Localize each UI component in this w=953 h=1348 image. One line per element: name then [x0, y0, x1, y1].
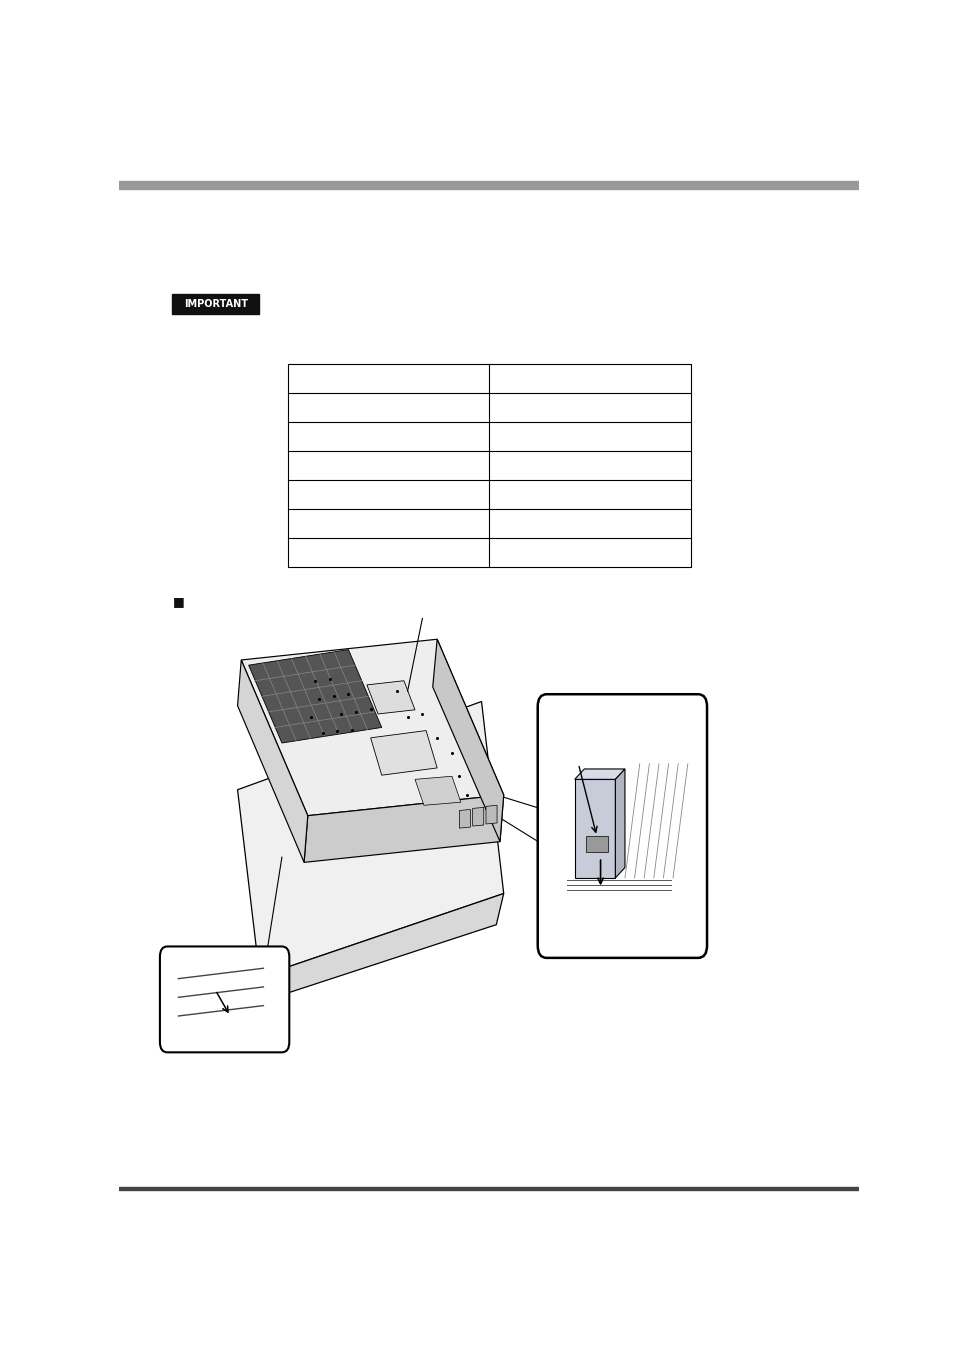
Bar — [119, 181, 858, 189]
Polygon shape — [585, 836, 607, 852]
Bar — [119, 1188, 858, 1190]
Polygon shape — [433, 639, 503, 841]
Polygon shape — [615, 768, 624, 878]
Text: ■: ■ — [172, 596, 184, 608]
Polygon shape — [367, 681, 415, 714]
Polygon shape — [485, 805, 497, 824]
Polygon shape — [459, 809, 470, 828]
Bar — [288, 364, 690, 566]
Polygon shape — [574, 779, 615, 878]
FancyBboxPatch shape — [160, 946, 289, 1053]
Polygon shape — [252, 894, 503, 1004]
Polygon shape — [472, 807, 483, 826]
Bar — [172, 294, 258, 314]
Polygon shape — [237, 661, 308, 863]
Polygon shape — [304, 795, 503, 863]
Polygon shape — [370, 731, 436, 775]
FancyBboxPatch shape — [537, 694, 706, 958]
Text: IMPORTANT: IMPORTANT — [184, 299, 248, 309]
Polygon shape — [574, 768, 624, 779]
Polygon shape — [415, 776, 460, 805]
Polygon shape — [241, 639, 503, 816]
Polygon shape — [237, 701, 503, 976]
Polygon shape — [249, 650, 381, 743]
